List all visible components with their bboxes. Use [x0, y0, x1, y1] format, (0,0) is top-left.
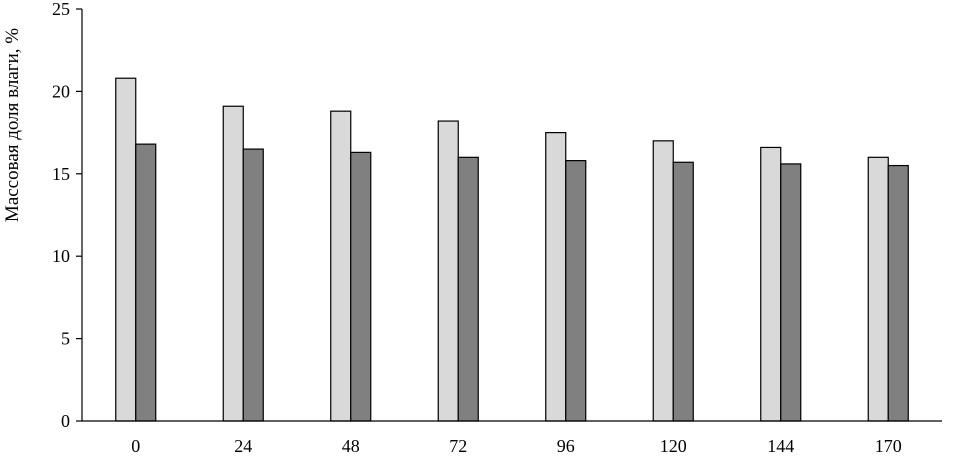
x-tick-label: 170 — [875, 436, 902, 456]
bar-series-2-24 — [242, 148, 264, 422]
y-axis-title: Массовая доля влаги, % — [2, 28, 23, 222]
y-tick-label: 10 — [52, 246, 70, 266]
bar-series-2-144 — [780, 163, 802, 422]
bar-series-2-120 — [672, 161, 694, 422]
y-tick-label: 0 — [61, 411, 70, 431]
x-tick-label: 0 — [131, 436, 140, 456]
y-tick-label: 25 — [52, 0, 70, 19]
x-tick-label: 48 — [342, 436, 360, 456]
x-tick-label: 144 — [767, 436, 794, 456]
x-tick-label: 96 — [557, 436, 575, 456]
y-tick-label: 5 — [61, 329, 70, 349]
y-tick-label: 20 — [52, 81, 70, 101]
bar-series-1-24 — [222, 105, 244, 422]
bar-series-1-0 — [115, 77, 137, 422]
y-axis-ticks: 0 5 10 15 20 25 — [52, 0, 82, 431]
bar-series-1-96 — [545, 132, 567, 422]
bar-series-2-48 — [350, 151, 372, 422]
bar-series-1-170 — [867, 156, 889, 422]
x-tick-label: 120 — [660, 436, 687, 456]
x-axis-ticks: 0 24 48 72 96 120 144 170 — [131, 436, 902, 456]
y-axis-title-group: Массовая доля влаги, % — [2, 28, 23, 222]
bar-series-1-120 — [652, 140, 674, 422]
bar-series-1-48 — [330, 110, 352, 422]
bar-series-1-144 — [760, 146, 782, 422]
x-tick-label: 72 — [449, 436, 467, 456]
bars — [115, 77, 909, 422]
x-tick-label: 24 — [234, 436, 252, 456]
bar-series-2-72 — [457, 156, 479, 422]
bar-series-1-72 — [437, 120, 459, 422]
bar-series-2-0 — [135, 143, 157, 422]
y-tick-label: 15 — [52, 164, 70, 184]
bar-series-2-170 — [887, 164, 909, 422]
bar-series-2-96 — [565, 160, 587, 422]
